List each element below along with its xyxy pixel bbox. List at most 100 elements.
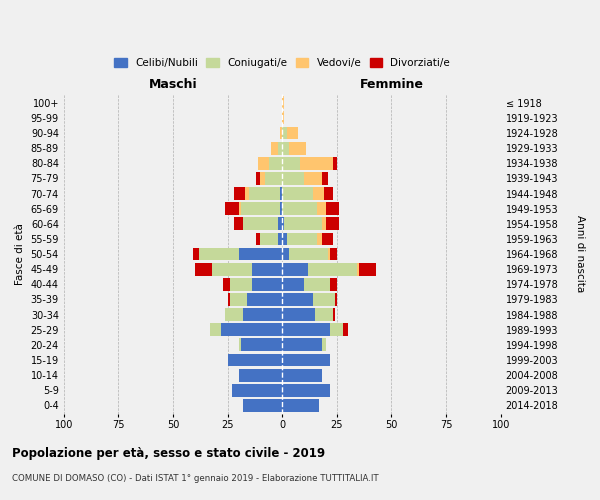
Bar [282,96,284,109]
Bar [317,202,326,215]
Bar [359,263,376,276]
Y-axis label: Anni di nascita: Anni di nascita [575,216,585,292]
Bar [304,278,331,291]
Bar [328,248,331,260]
Bar [241,202,280,215]
Bar [243,399,282,412]
Bar [245,187,250,200]
Bar [282,248,289,260]
Bar [289,142,306,154]
Bar [227,293,230,306]
Bar [251,278,282,291]
Bar [287,232,317,245]
Bar [239,202,241,215]
Bar [282,308,315,321]
Bar [289,248,328,260]
Bar [282,384,331,396]
Text: COMUNE DI DOMASO (CO) - Dati ISTAT 1° gennaio 2019 - Elaborazione TUTTITALIA.IT: COMUNE DI DOMASO (CO) - Dati ISTAT 1° ge… [12,474,379,483]
Bar [282,157,300,170]
Bar [278,142,282,154]
Bar [322,172,328,185]
Bar [326,202,339,215]
Bar [226,202,239,215]
Bar [250,187,280,200]
Bar [210,324,221,336]
Bar [239,338,241,351]
Bar [282,172,304,185]
Bar [223,278,230,291]
Bar [241,338,282,351]
Bar [282,187,313,200]
Bar [247,293,282,306]
Text: Popolazione per età, sesso e stato civile - 2019: Popolazione per età, sesso e stato civil… [12,448,325,460]
Bar [256,172,260,185]
Bar [282,218,284,230]
Bar [243,218,278,230]
Bar [239,248,282,260]
Bar [239,368,282,382]
Bar [324,187,332,200]
Bar [322,338,326,351]
Bar [331,278,337,291]
Bar [326,218,339,230]
Bar [282,263,308,276]
Bar [199,248,239,260]
Bar [227,354,282,366]
Bar [278,232,282,245]
Bar [315,308,332,321]
Bar [212,263,251,276]
Bar [282,278,304,291]
Text: Femmine: Femmine [359,78,424,90]
Bar [322,232,332,245]
Bar [230,293,247,306]
Y-axis label: Fasce di età: Fasce di età [15,223,25,285]
Bar [282,338,322,351]
Bar [287,126,298,140]
Bar [331,324,343,336]
Bar [195,263,212,276]
Bar [282,232,287,245]
Bar [230,278,251,291]
Bar [332,157,337,170]
Bar [304,172,322,185]
Bar [193,248,199,260]
Bar [256,232,260,245]
Bar [331,248,337,260]
Bar [343,324,348,336]
Bar [317,232,322,245]
Bar [243,308,282,321]
Bar [282,399,319,412]
Bar [282,324,331,336]
Bar [234,187,245,200]
Bar [265,172,282,185]
Bar [322,218,326,230]
Bar [356,263,359,276]
Bar [308,263,356,276]
Bar [280,202,282,215]
Bar [271,142,278,154]
Bar [232,384,282,396]
Bar [332,308,335,321]
Bar [282,126,287,140]
Bar [234,218,243,230]
Bar [221,324,282,336]
Bar [269,157,282,170]
Bar [300,157,332,170]
Bar [282,368,322,382]
Bar [313,187,324,200]
Bar [260,172,265,185]
Bar [280,187,282,200]
Bar [251,263,282,276]
Bar [282,202,317,215]
Legend: Celibi/Nubili, Coniugati/e, Vedovi/e, Divorziati/e: Celibi/Nubili, Coniugati/e, Vedovi/e, Di… [110,54,454,72]
Bar [284,218,322,230]
Bar [282,142,289,154]
Text: Maschi: Maschi [149,78,197,90]
Bar [335,293,337,306]
Bar [282,354,331,366]
Bar [282,112,284,124]
Bar [260,232,278,245]
Bar [280,126,282,140]
Bar [282,293,313,306]
Bar [226,308,243,321]
